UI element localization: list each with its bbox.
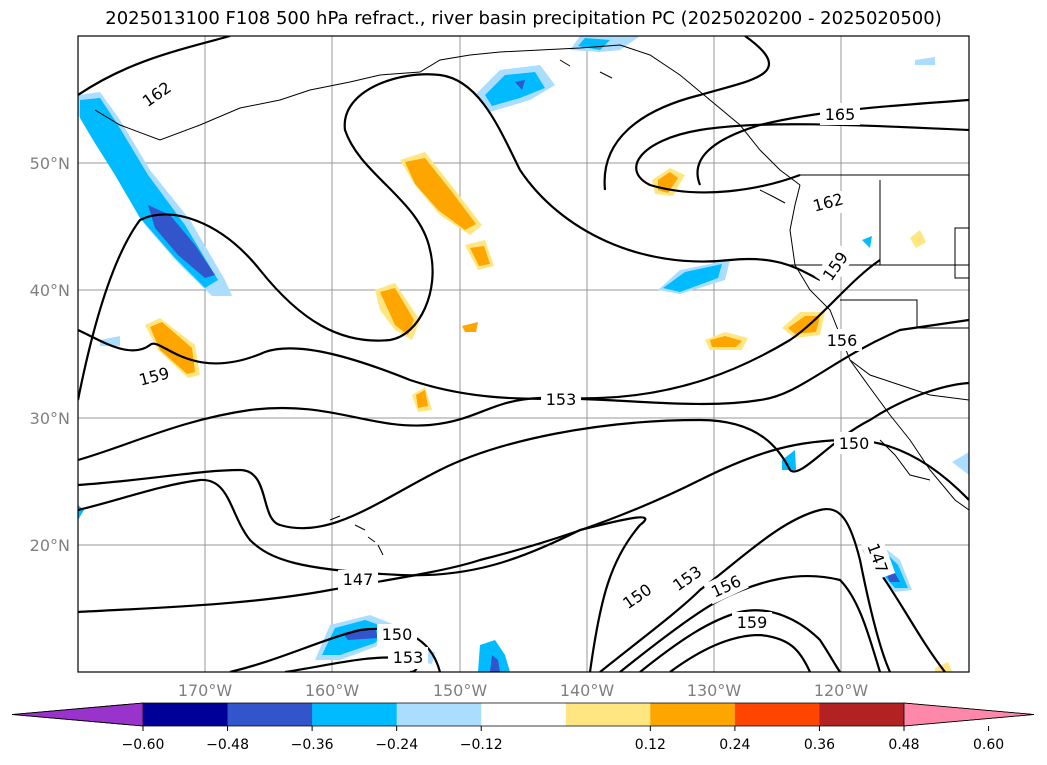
graticule [78,36,969,672]
colorbar-tick-label: 0.36 [804,737,835,753]
colorbar-extend-low [11,702,144,727]
lon-label-120w: 120°W [814,681,869,700]
positive-anomaly-shading [145,152,952,672]
refractivity-contours [78,36,969,672]
colorbar-tick-label: −0.24 [375,737,418,753]
colorbar-extend-high [903,702,1035,727]
colorbar-segment [396,703,482,726]
map-frame [77,35,970,673]
colorbar-segment [312,703,398,726]
contour-label: 159 [737,613,768,632]
map-title: 2025013100 F108 500 hPa refract., river … [105,8,942,29]
contour-label: 165 [825,105,856,124]
colorbar-tick-label: −0.60 [122,737,165,753]
latitude-labels: 50°N 40°N 30°N 20°N [30,154,70,555]
colorbar-tick-label: −0.48 [206,737,249,753]
contour-label: 147 [343,570,374,589]
lat-label-30n: 30°N [30,409,70,428]
lon-label-160w: 160°W [305,681,360,700]
lat-label-20n: 20°N [30,536,70,555]
negative-anomaly-shading [78,36,969,672]
colorbar-segment [481,703,567,726]
colorbar-segment [734,703,820,726]
longitude-labels: 170°W 160°W 150°W 140°W 130°W 120°W [178,681,869,700]
contour-label: 150 [839,434,870,453]
colorbar-tick-label: 0.60 [973,737,1004,753]
colorbar-tick-label: 0.48 [888,737,919,753]
contour-label: 147 [863,541,891,576]
colorbar-segment [565,703,651,726]
colorbar: −0.60 −0.48 −0.36 −0.24 −0.12 0.12 0.24 0.36 0.4… [11,702,1035,753]
colorbar-tick-label: −0.36 [291,737,334,753]
lon-label-130w: 130°W [687,681,742,700]
colorbar-segment [819,703,905,726]
contour-label: 156 [827,331,858,350]
contour-label: 153 [546,390,577,409]
contour-label: 153 [393,648,424,667]
lon-label-150w: 150°W [433,681,488,700]
lat-label-50n: 50°N [30,154,70,173]
colorbar-tick-label: 0.12 [635,737,666,753]
colorbar-tick-label: −0.12 [460,737,503,753]
lon-label-170w: 170°W [178,681,233,700]
colorbar-segment [227,703,313,726]
colorbar-tick-label: 0.24 [719,737,750,753]
lon-label-140w: 140°W [560,681,615,700]
lat-label-40n: 40°N [30,281,70,300]
map-area: 162 165 162 159 159 156 153 150 147 150 … [78,36,969,672]
colorbar-segment [650,703,736,726]
colorbar-segment [143,703,229,726]
contour-label: 150 [382,625,413,644]
